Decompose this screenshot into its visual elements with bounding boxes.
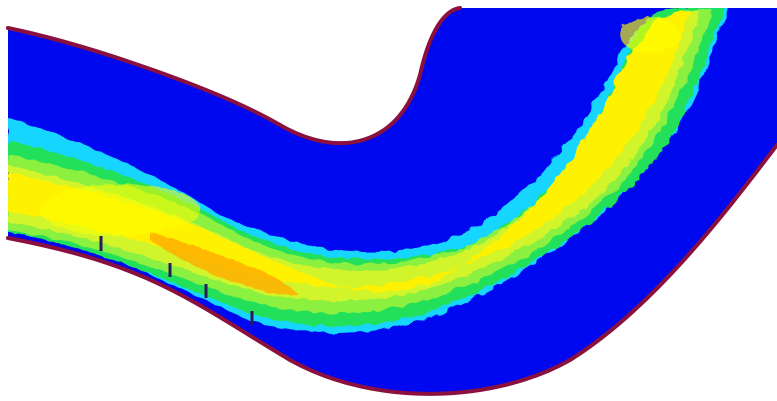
local-yellow-bloom — [40, 184, 200, 236]
far-field-yellow-bloom — [620, 17, 680, 53]
